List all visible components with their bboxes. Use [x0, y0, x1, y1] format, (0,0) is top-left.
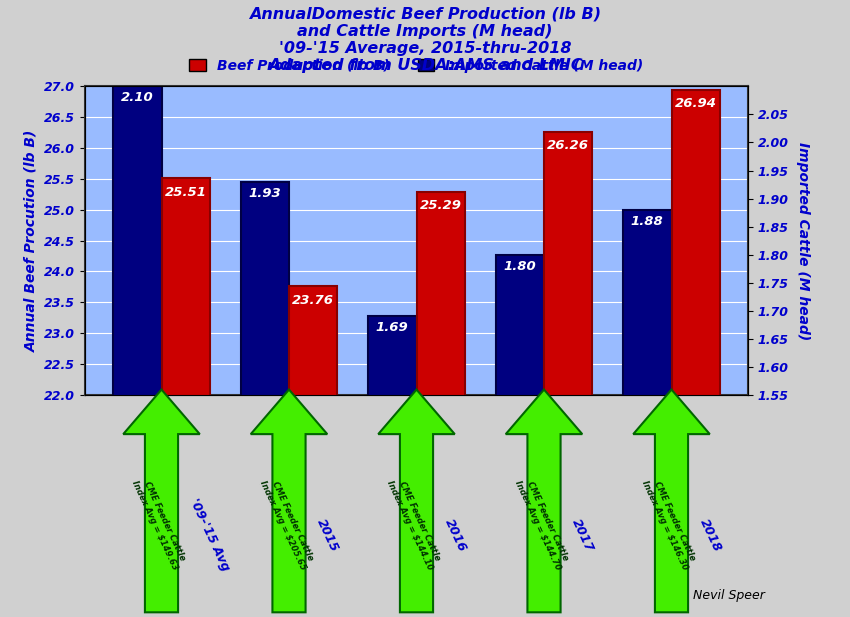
Text: 1.88: 1.88 [631, 215, 664, 228]
Text: 25.51: 25.51 [165, 186, 207, 199]
Bar [672, 90, 720, 617]
Text: CME Feeder Cattle
Index Avg = $144.10: CME Feeder Cattle Index Avg = $144.10 [385, 475, 445, 571]
Text: 1.69: 1.69 [376, 321, 409, 334]
Text: '09-'15 Avg: '09-'15 Avg [187, 497, 232, 573]
Bar [544, 132, 592, 617]
Text: CME Feeder Cattle
Index Avg = $146.30: CME Feeder Cattle Index Avg = $146.30 [640, 475, 700, 571]
Y-axis label: Annual Beef Procution (lb B): Annual Beef Procution (lb B) [25, 130, 39, 352]
Bar [368, 317, 416, 617]
Bar [496, 255, 544, 617]
Text: 1.80: 1.80 [503, 260, 536, 273]
Text: 2.10: 2.10 [121, 91, 154, 104]
Polygon shape [251, 389, 327, 612]
Text: 2016: 2016 [442, 516, 468, 553]
Bar [113, 86, 162, 617]
Text: 1.93: 1.93 [248, 187, 281, 200]
Bar [416, 192, 465, 617]
Text: 2018: 2018 [697, 516, 723, 553]
Bar [162, 178, 210, 617]
Text: 2015: 2015 [314, 516, 341, 553]
Text: AnnualDomestic Beef Production (lb B)
and Cattle Imports (M head)
'09-'15 Averag: AnnualDomestic Beef Production (lb B) an… [249, 6, 601, 73]
Polygon shape [378, 389, 455, 612]
Polygon shape [633, 389, 710, 612]
Bar [241, 182, 289, 617]
Text: 25.29: 25.29 [420, 199, 462, 212]
Text: CME Feeder Cattle
Index Avg = $144.70: CME Feeder Cattle Index Avg = $144.70 [513, 475, 572, 571]
Bar [623, 210, 672, 617]
Text: CME Feeder Cattle
Index Avg = $205.65: CME Feeder Cattle Index Avg = $205.65 [258, 475, 317, 571]
Text: Nevil Speer: Nevil Speer [693, 589, 765, 602]
Text: CME Feeder Cattle
Index Avg = $149.63: CME Feeder Cattle Index Avg = $149.63 [130, 475, 190, 571]
Bar [289, 286, 337, 617]
Y-axis label: Imported Cattle (M head): Imported Cattle (M head) [796, 141, 809, 340]
Legend: Beef Production (lb B), Imported Cattle (M head): Beef Production (lb B), Imported Cattle … [184, 53, 649, 78]
Text: 2017: 2017 [570, 516, 596, 553]
Text: 26.26: 26.26 [547, 139, 589, 152]
Text: 23.76: 23.76 [292, 294, 334, 307]
Polygon shape [506, 389, 582, 612]
Text: 26.94: 26.94 [675, 97, 717, 110]
Polygon shape [123, 389, 200, 612]
